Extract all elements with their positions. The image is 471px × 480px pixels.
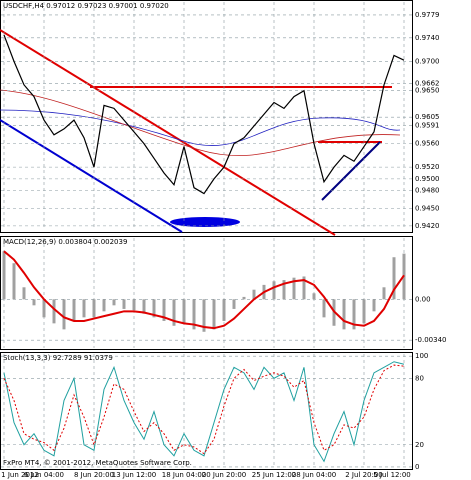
x-tick-label: 2 Jul 20:00 (345, 471, 383, 479)
macd-bar (252, 289, 256, 300)
macd-bar (102, 299, 106, 312)
y-tick-label: 0.9740 (415, 34, 440, 42)
macd-bar (322, 299, 326, 318)
macd-bar (352, 299, 356, 330)
macd-bar (302, 276, 306, 300)
price-line (3, 34, 405, 195)
x-tick-label: 18 Jun 04:00 (162, 471, 206, 479)
x-tick-label: 28 Jun 04:00 (292, 471, 336, 479)
chart-title: USDCHF,H4 0.97012 0.97023 0.97001 0.9702… (3, 2, 169, 10)
macd-bar (382, 287, 386, 300)
drawings (0, 29, 401, 236)
macd-bar (272, 281, 276, 300)
macd-bar (242, 296, 246, 300)
y-tick-label: 0.9605 (415, 113, 440, 121)
x-tick-label: 13 Jun 12:00 (112, 471, 156, 479)
x-tick-label: 8 Jun 20:00 (74, 471, 114, 479)
macd-bar (222, 299, 226, 321)
macd-bar (362, 299, 366, 324)
macd-pane (0, 236, 413, 350)
trendline (0, 119, 183, 233)
macd-bar (62, 299, 66, 330)
macd-bar (132, 299, 136, 311)
y-tick-label: -0.00340 (415, 336, 446, 344)
macd-bar (12, 263, 16, 300)
macd-bar (42, 299, 46, 318)
x-tick-label: 25 Jun 12:00 (252, 471, 296, 479)
macd-bar (282, 280, 286, 300)
macd-bar (192, 299, 196, 330)
y-tick-label: 0.9480 (415, 187, 440, 195)
main-pane (0, 0, 413, 233)
macd-bar (392, 257, 396, 300)
macd-bar (92, 299, 96, 318)
stoch-main (3, 361, 405, 463)
macd-bar (232, 299, 236, 309)
y-tick-label: 0.9420 (415, 222, 440, 230)
footer: FxPro MT4, © 2001-2012, MetaQuotes Softw… (3, 459, 192, 467)
macd-bar (32, 299, 36, 306)
macd-bar (372, 299, 376, 312)
x-tick-label: 1 Jun 2012 (1, 471, 39, 479)
macd-bar (172, 299, 176, 326)
macd-bar (292, 277, 296, 300)
macd-bar (82, 299, 86, 318)
y-tick-label: 0.9450 (415, 204, 440, 212)
y-tick-label: 20 (415, 441, 424, 449)
y-tick-label: 0.9779 (415, 11, 440, 19)
y-tick-label: 0.9650 (415, 87, 440, 95)
signal-line (3, 250, 405, 330)
y-tick-label: 0 (415, 463, 419, 471)
macd-bar (2, 251, 6, 300)
stoch-pane (0, 352, 413, 470)
x-tick-label: 20 Jun 20:00 (202, 471, 246, 479)
macd-bar (72, 299, 76, 321)
macd-bar (22, 287, 26, 300)
y-tick-label: 0.9520 (415, 163, 440, 171)
stoch-signal (3, 364, 405, 455)
moving-average (0, 109, 401, 146)
macd-bar (342, 299, 346, 330)
moving-average (0, 89, 401, 157)
y-tick-label: 0.9560 (415, 140, 440, 148)
macd-bar (152, 299, 156, 318)
macd-bar (202, 299, 206, 332)
macd-bar (142, 299, 146, 314)
highlight-ellipse (170, 217, 240, 227)
y-tick-label: 80 (415, 374, 424, 382)
trendline (0, 29, 336, 236)
y-tick-label: 0.9662 (415, 80, 440, 88)
y-tick-label: 0.00 (415, 295, 431, 303)
macd-bar (122, 299, 126, 309)
y-tick-label: 0.9700 (415, 57, 440, 65)
stoch-title: Stoch(13,3,3) 92.7289 91.0379 (3, 354, 113, 362)
y-tick-label: 100 (415, 352, 428, 360)
y-tick-label: 0.9591 (415, 121, 440, 129)
x-tick-label: 6 Jun 04:00 (24, 471, 64, 479)
macd-title: MACD(12,26,9) 0.003804 0.002039 (3, 238, 127, 246)
macd-bar (312, 293, 316, 300)
macd-bar (112, 299, 116, 306)
x-tick-label: 5 Jul 12:00 (373, 471, 411, 479)
y-tick-label: 0.9500 (415, 175, 440, 183)
macd-bar (182, 299, 186, 324)
macd-bar (212, 299, 216, 330)
macd-bar (52, 299, 56, 324)
macd-bar (162, 299, 166, 321)
